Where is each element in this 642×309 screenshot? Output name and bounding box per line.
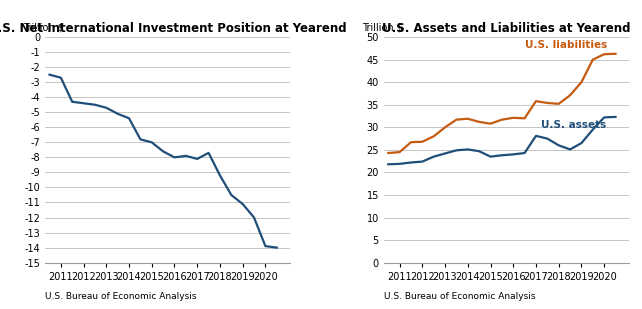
Text: U.S. assets: U.S. assets — [541, 120, 606, 130]
Text: Trillion $: Trillion $ — [23, 23, 64, 32]
Text: Trillion $: Trillion $ — [361, 23, 403, 32]
Text: U.S. Bureau of Economic Analysis: U.S. Bureau of Economic Analysis — [45, 292, 196, 301]
Text: U.S. Bureau of Economic Analysis: U.S. Bureau of Economic Analysis — [384, 292, 535, 301]
Title: U.S. Assets and Liabilities at Yearend: U.S. Assets and Liabilities at Yearend — [382, 22, 630, 35]
Text: U.S. liabilities: U.S. liabilities — [525, 40, 607, 50]
Title: U.S. Net International Investment Position at Yearend: U.S. Net International Investment Positi… — [0, 22, 347, 35]
